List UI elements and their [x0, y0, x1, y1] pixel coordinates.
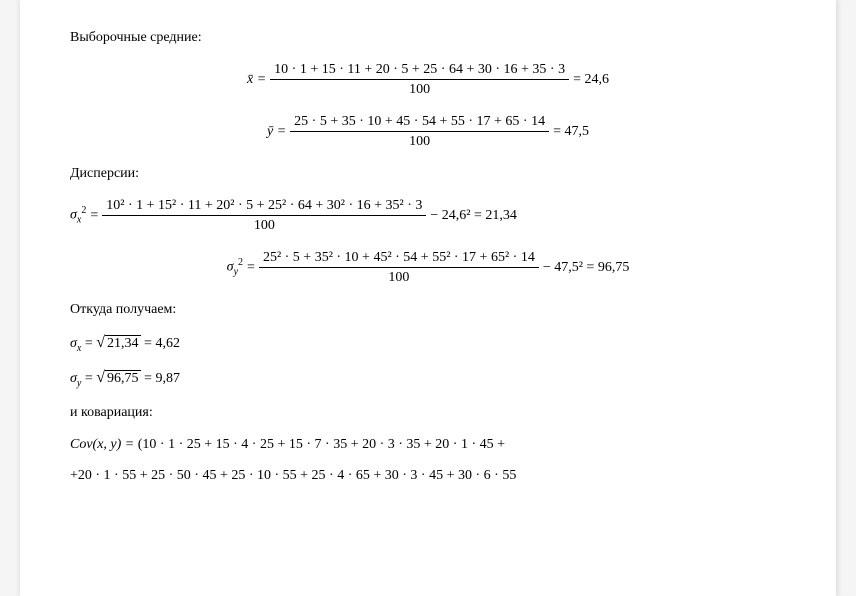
sigma-symbol: σ — [70, 208, 77, 223]
section-title-covariance: и ковариация: — [70, 403, 786, 423]
sigmay2-fraction: 25² · 5 + 35² · 10 + 45² · 54 + 55² · 17… — [259, 248, 539, 288]
sigmay2-numerator: 25² · 5 + 35² · 10 + 45² · 54 + 55² · 17… — [259, 248, 539, 269]
sigma-sub-y: y — [234, 267, 238, 278]
sigma-sup-2-y: 2 — [238, 257, 243, 268]
sigmay-radicand: 96,75 — [105, 370, 141, 386]
formula-xbar: x̄ = 10 · 1 + 15 · 11 + 20 · 5 + 25 · 64… — [70, 60, 786, 100]
ybar-result: = 47,5 — [553, 122, 589, 142]
xbar-denominator: 100 — [270, 80, 569, 100]
formula-cov-line2: +20 · 1 · 55 + 25 · 50 · 45 + 25 · 10 · … — [70, 466, 786, 486]
section-title-means: Выборочные средние: — [70, 28, 786, 48]
xbar-lhs: x̄ = — [247, 70, 266, 90]
ybar-numerator: 25 · 5 + 35 · 10 + 45 · 54 + 55 · 17 + 6… — [290, 112, 549, 133]
sigmay2-lhs: σy2 — [227, 256, 243, 279]
formula-sigmay: σy = √96,75 = 9,87 — [70, 367, 786, 391]
sigmay2-eq: = — [247, 258, 255, 278]
xbar-numerator: 10 · 1 + 15 · 11 + 20 · 5 + 25 · 64 + 30… — [270, 60, 569, 81]
cov-rhs1: (10 · 1 · 25 + 15 · 4 · 25 + 15 · 7 · 35… — [138, 437, 505, 452]
sigmax-result: = 4,62 — [141, 336, 180, 351]
sigmax2-fraction: 10² · 1 + 15² · 11 + 20² · 5 + 25² · 64 … — [102, 196, 426, 236]
ybar-denominator: 100 — [290, 132, 549, 152]
sigmay-result: = 9,87 — [141, 371, 180, 386]
ybar-fraction: 25 · 5 + 35 · 10 + 45 · 54 + 55 · 17 + 6… — [290, 112, 549, 152]
xbar-result: = 24,6 — [573, 70, 609, 90]
sigmay2-tail: − 47,5² = 96,75 — [543, 258, 630, 278]
formula-sigmay2: σy2 = 25² · 5 + 35² · 10 + 45² · 54 + 55… — [70, 248, 786, 288]
sigma-sub-x: x — [77, 214, 81, 225]
cov-lhs: Cov(x, y) = — [70, 437, 138, 452]
sqrt-icon-y: √ — [96, 369, 105, 386]
section-title-obtain: Откуда получаем: — [70, 300, 786, 320]
sigma-sup-2: 2 — [81, 205, 86, 216]
formula-sigmax: σx = √21,34 = 4,62 — [70, 332, 786, 356]
sqrt-icon: √ — [96, 334, 105, 351]
ybar-lhs: ȳ = — [267, 122, 286, 142]
sigmax2-tail: − 24,6² = 21,34 — [430, 206, 517, 226]
sigmay-sigma: σ — [70, 371, 77, 386]
sigmax2-denominator: 100 — [102, 216, 426, 236]
formula-sigmax2: σx2 = 10² · 1 + 15² · 11 + 20² · 5 + 25²… — [70, 196, 786, 236]
document-page: Выборочные средние: x̄ = 10 · 1 + 15 · 1… — [20, 0, 836, 596]
sigmax-eq: = — [81, 336, 96, 351]
sigmax-radicand: 21,34 — [105, 335, 141, 351]
formula-cov-line1: Cov(x, y) = (10 · 1 · 25 + 15 · 4 · 25 +… — [70, 435, 786, 455]
formula-ybar: ȳ = 25 · 5 + 35 · 10 + 45 · 54 + 55 · 17… — [70, 112, 786, 152]
sigmax2-numerator: 10² · 1 + 15² · 11 + 20² · 5 + 25² · 64 … — [102, 196, 426, 217]
sigmay2-denominator: 100 — [259, 268, 539, 288]
xbar-fraction: 10 · 1 + 15 · 11 + 20 · 5 + 25 · 64 + 30… — [270, 60, 569, 100]
sigma-symbol-y: σ — [227, 260, 234, 275]
section-title-dispersion: Дисперсии: — [70, 164, 786, 184]
sigmax2-eq: = — [90, 206, 98, 226]
sigmax2-lhs: σx2 — [70, 204, 86, 227]
sigmay-eq: = — [81, 371, 96, 386]
sigmax-sigma: σ — [70, 336, 77, 351]
